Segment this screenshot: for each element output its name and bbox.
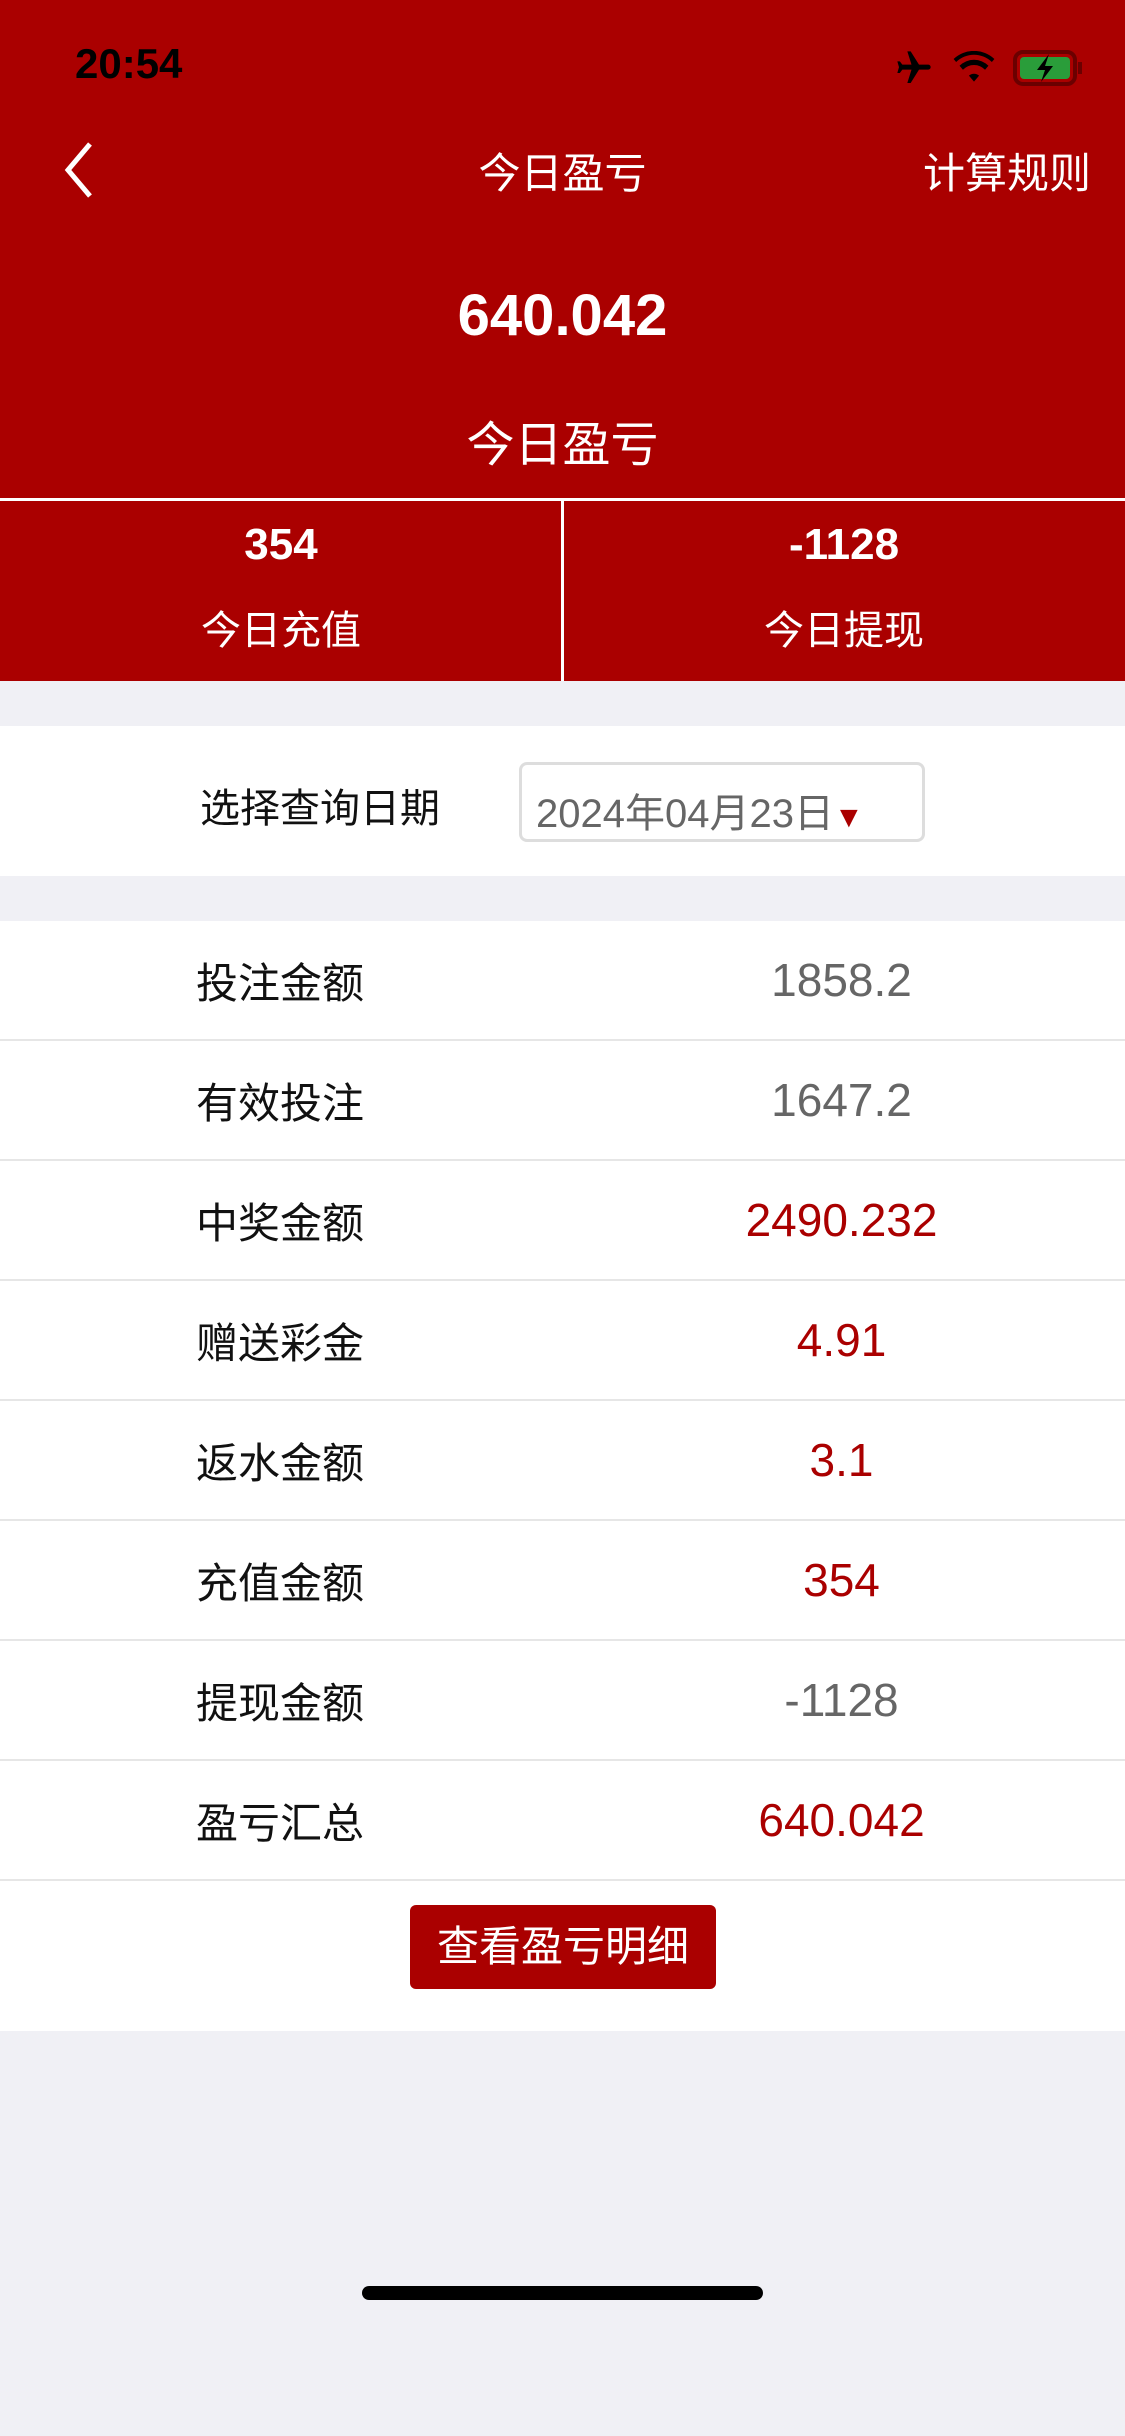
stat-withdraw: -1128 今日提现 (563, 500, 1125, 681)
view-profit-details-button[interactable]: 查看盈亏明细 (410, 1905, 716, 1989)
back-chevron-icon[interactable] (60, 140, 100, 200)
row-label: 投注金额 (196, 959, 365, 1007)
row-value: 1647.2 (771, 1074, 912, 1126)
calc-rules-button[interactable]: 计算规则 (922, 150, 1091, 197)
home-indicator (362, 2286, 763, 2300)
status-icons (893, 48, 1085, 88)
row-label: 提现金额 (196, 1679, 365, 1727)
row-label: 有效投注 (196, 1079, 365, 1127)
row-value: 4.91 (796, 1314, 887, 1366)
list-row: 赠送彩金 4.91 (0, 1281, 1125, 1401)
row-label: 赠送彩金 (196, 1319, 365, 1367)
stat-value: 354 (244, 520, 318, 569)
today-profit-label: 今日盈亏 (466, 419, 659, 472)
list-row: 返水金额 3.1 (0, 1401, 1125, 1521)
row-label: 中奖金额 (196, 1199, 365, 1247)
row-value: 3.1 (809, 1434, 874, 1486)
battery-charging-icon (1013, 50, 1082, 86)
date-filter-label: 选择查询日期 (200, 787, 440, 831)
row-value: 640.042 (758, 1794, 925, 1846)
row-label: 返水金额 (196, 1439, 365, 1487)
list-row: 提现金额 -1128 (0, 1641, 1125, 1761)
status-time: 20:54 (75, 40, 183, 87)
date-value: 2024年04月23日 (536, 792, 834, 836)
stat-label: 今日提现 (764, 609, 924, 653)
nav-title: 今日盈亏 (478, 150, 647, 197)
stat-value: -1128 (788, 520, 900, 569)
list-row: 盈亏汇总 640.042 (0, 1761, 1125, 1881)
list-row: 投注金额 1858.2 (0, 921, 1125, 1041)
row-value: 354 (803, 1554, 880, 1606)
stat-recharge: 354 今日充值 (0, 500, 562, 681)
airplane-icon (897, 51, 931, 83)
list-row: 中奖金额 2490.232 (0, 1161, 1125, 1281)
stat-label: 今日充值 (201, 609, 361, 653)
today-profit-value: 640.042 (457, 283, 668, 348)
dropdown-triangle-icon: ▼ (833, 801, 864, 834)
wifi-icon (953, 51, 995, 82)
row-label: 充值金额 (196, 1559, 365, 1607)
row-value: -1128 (784, 1674, 899, 1726)
row-value: 2490.232 (745, 1194, 938, 1246)
date-picker[interactable]: 2024年04月23日▼ (519, 762, 925, 842)
date-filter: 选择查询日期 2024年04月23日▼ (0, 726, 1125, 876)
list-row: 有效投注 1647.2 (0, 1041, 1125, 1161)
divider (0, 498, 1125, 501)
divider (561, 500, 564, 681)
list-row: 充值金额 354 (0, 1521, 1125, 1641)
profit-details-list: 投注金额 1858.2 有效投注 1647.2 中奖金额 2490.232 赠送彩金 4.91… (0, 921, 1125, 2031)
header: 20:54 今日盈亏 计算规则 640.042 今日盈亏 354 今日充值 -1… (0, 0, 1125, 681)
row-value: 1858.2 (771, 954, 912, 1006)
row-label: 盈亏汇总 (196, 1799, 365, 1847)
